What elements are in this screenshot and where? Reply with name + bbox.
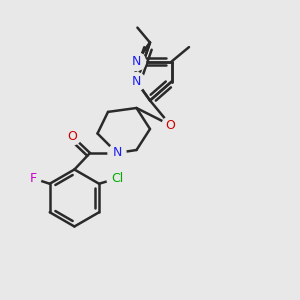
Text: Cl: Cl (111, 172, 123, 185)
Circle shape (26, 170, 41, 186)
Circle shape (108, 144, 126, 162)
Circle shape (128, 73, 146, 91)
Text: O: O (166, 118, 175, 132)
Circle shape (128, 52, 146, 70)
Circle shape (64, 128, 81, 145)
Text: F: F (30, 172, 37, 185)
Text: O: O (68, 130, 77, 143)
Circle shape (107, 168, 127, 188)
Text: N: N (112, 146, 122, 160)
Text: N: N (132, 55, 141, 68)
Text: N: N (132, 75, 141, 88)
Circle shape (162, 117, 179, 134)
